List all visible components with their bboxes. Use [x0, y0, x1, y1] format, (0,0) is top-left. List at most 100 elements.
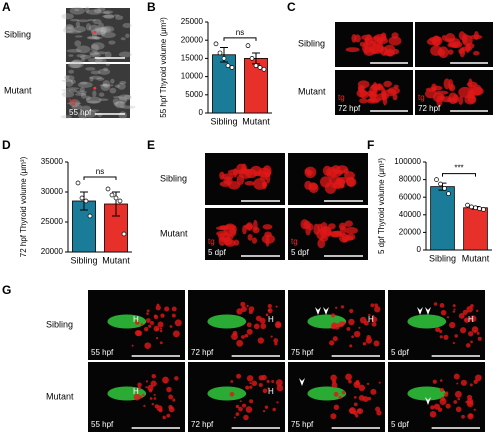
signal — [262, 224, 273, 230]
texture — [73, 26, 86, 33]
row-label: Sibling — [298, 38, 325, 48]
signal — [387, 87, 400, 95]
texture — [98, 92, 105, 97]
signal — [265, 314, 268, 317]
texture — [76, 19, 90, 23]
texture — [100, 27, 107, 36]
stage-label: 5 dpf — [291, 248, 310, 257]
texture — [89, 76, 94, 82]
signal — [346, 233, 356, 241]
signal — [172, 398, 176, 402]
texture — [69, 60, 84, 69]
data-point — [117, 198, 123, 204]
signal — [344, 220, 353, 227]
signal — [316, 229, 326, 240]
data-point — [245, 43, 251, 49]
signal — [349, 344, 353, 348]
texture — [66, 49, 82, 53]
signal — [159, 329, 163, 333]
signal — [448, 37, 461, 48]
signal — [241, 163, 247, 175]
panel-letter: B — [147, 0, 156, 14]
signal — [348, 379, 352, 384]
signal — [333, 391, 339, 397]
texture — [93, 8, 102, 14]
signal — [267, 387, 270, 390]
signal — [365, 337, 373, 344]
signal — [145, 380, 149, 383]
marker-label: H — [133, 387, 139, 396]
signal — [470, 303, 474, 308]
signal — [162, 376, 169, 384]
texture — [66, 87, 80, 90]
green-signal — [407, 386, 447, 401]
texture — [94, 36, 101, 41]
signal — [159, 341, 163, 345]
signal — [330, 313, 336, 318]
signal — [359, 316, 367, 324]
signal — [353, 410, 358, 416]
signal — [215, 226, 230, 231]
signal — [353, 395, 357, 399]
texture — [80, 92, 87, 99]
texture — [72, 59, 82, 63]
signal — [172, 330, 180, 338]
signal — [145, 318, 151, 323]
signal — [144, 326, 149, 332]
signal — [157, 321, 164, 328]
row-label: Mutant — [46, 391, 74, 401]
signal — [149, 397, 153, 400]
signal — [239, 400, 242, 403]
signal — [353, 402, 358, 407]
texture — [118, 94, 132, 101]
signal — [349, 308, 354, 314]
signal — [156, 336, 159, 340]
signal — [134, 329, 142, 337]
y-tick-label: 20000 — [181, 35, 204, 44]
texture — [75, 21, 81, 28]
texture — [120, 105, 136, 109]
signal — [236, 174, 245, 186]
signal — [333, 404, 340, 410]
signal — [469, 34, 483, 40]
texture — [86, 35, 99, 40]
arrowhead — [417, 307, 423, 315]
texture — [89, 75, 103, 80]
texture — [61, 91, 75, 98]
signal — [359, 41, 365, 47]
signal — [137, 386, 141, 391]
signal — [370, 303, 375, 308]
data-point — [261, 66, 267, 72]
signal — [445, 403, 451, 409]
texture — [83, 110, 97, 118]
signal — [438, 46, 449, 59]
signal — [308, 223, 314, 231]
signal — [253, 323, 260, 330]
signal — [468, 331, 474, 337]
signal — [431, 36, 443, 46]
texture — [61, 89, 71, 92]
data-point — [249, 56, 255, 61]
texture — [66, 25, 74, 30]
stage-label: 72 hpf — [418, 104, 441, 113]
data-point — [473, 205, 478, 211]
signal — [467, 413, 474, 420]
panel-letter: D — [2, 138, 11, 152]
data-point — [221, 56, 227, 61]
signal — [452, 94, 459, 104]
y-tick-label: 25000 — [41, 217, 64, 226]
signal — [443, 392, 449, 397]
texture — [98, 98, 109, 101]
signal — [435, 327, 441, 333]
signal — [155, 305, 161, 311]
panel-letter: A — [2, 0, 11, 14]
signal — [174, 319, 182, 327]
data-point — [434, 177, 439, 182]
y-tick-label: 30000 — [41, 187, 64, 196]
texture — [105, 62, 110, 66]
stage-label: 75 hpf — [291, 348, 314, 357]
signal — [267, 303, 272, 309]
texture — [101, 11, 111, 14]
signal — [216, 230, 229, 237]
